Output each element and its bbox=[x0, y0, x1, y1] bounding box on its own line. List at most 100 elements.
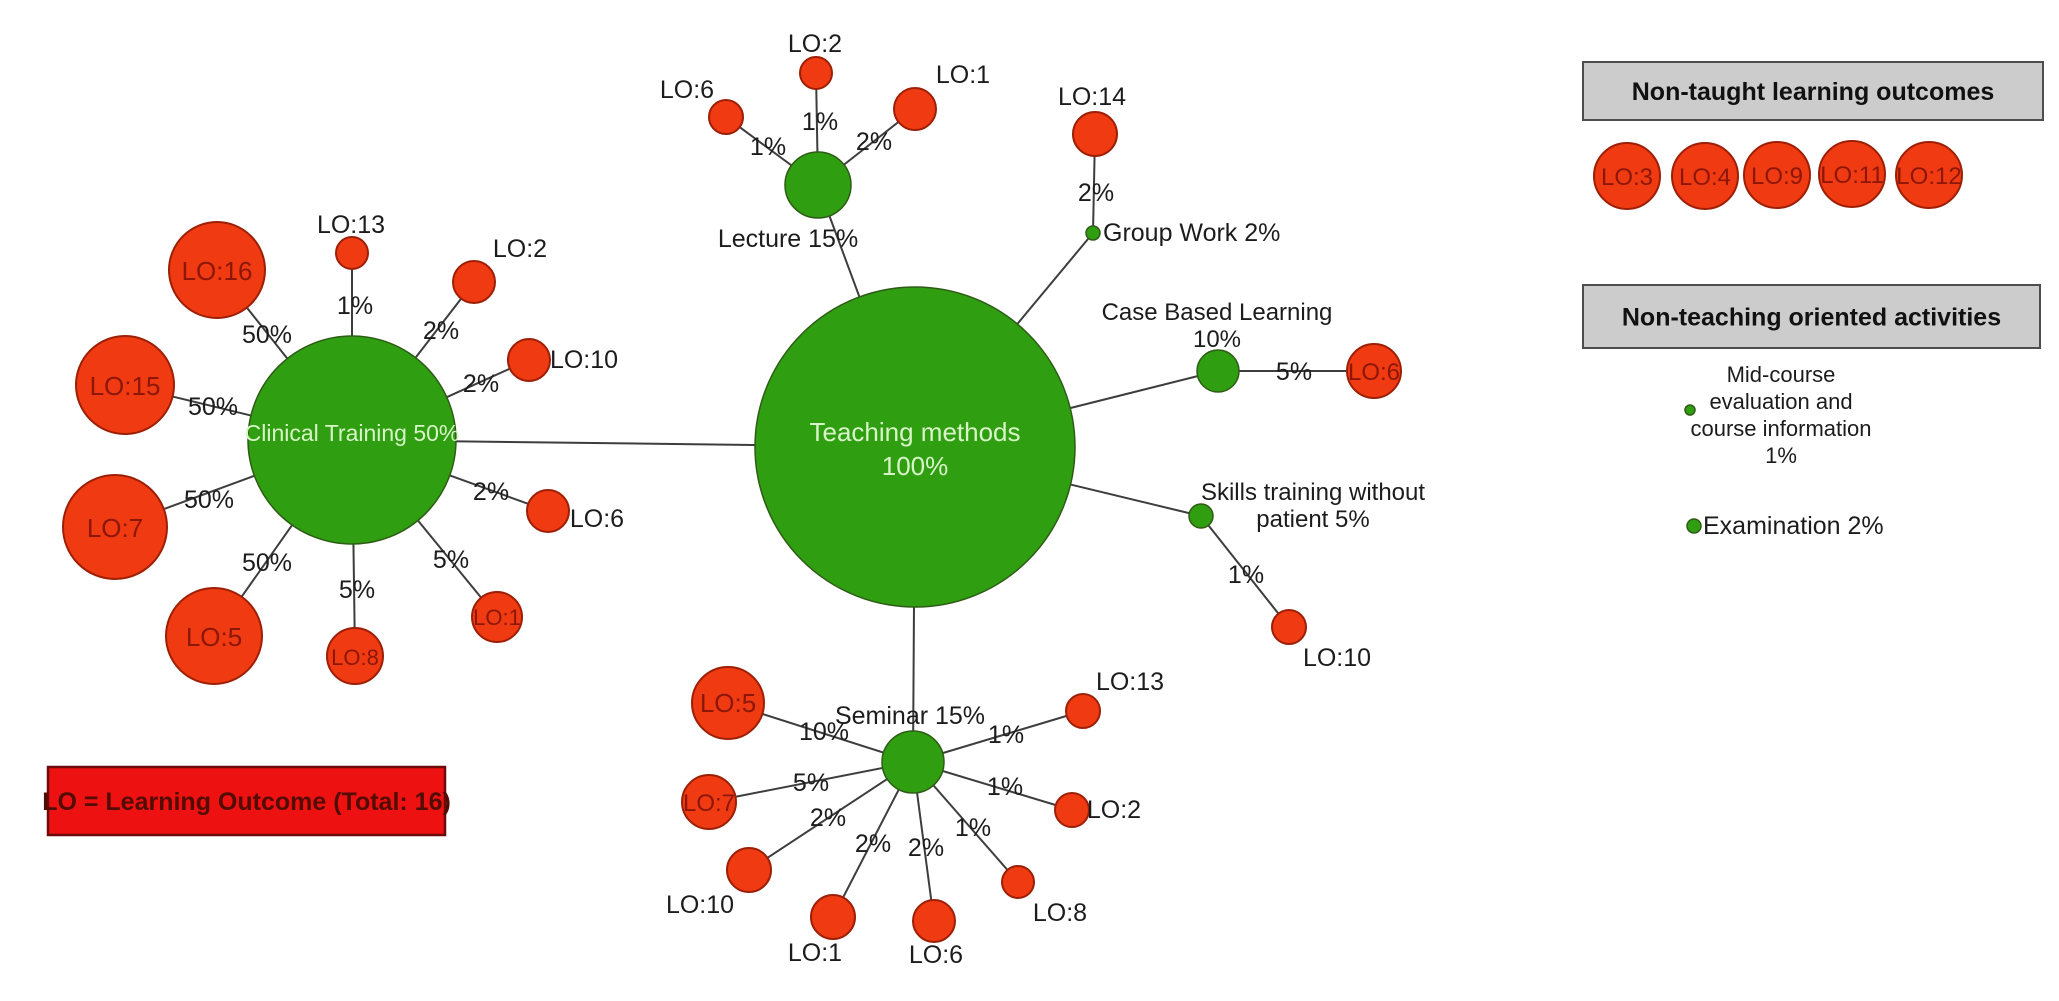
node-clinical-circle bbox=[247, 335, 457, 545]
node-cli_lo2-label: LO:2 bbox=[493, 235, 547, 263]
activity-midcourse-evaluation-label: course information bbox=[1691, 416, 1872, 441]
node-cbl_lo6-circle bbox=[1346, 343, 1402, 399]
node-cli_lo5-circle bbox=[165, 587, 263, 685]
non-taught-outcome-chips: LO:3 LO:4 LO:9 LO:11 LO:12 bbox=[1593, 140, 1963, 210]
chip-lo4-label: LO:4 bbox=[1679, 164, 1731, 191]
node-sem_lo1-circle bbox=[810, 894, 856, 940]
node-cli_lo13-label: LO:13 bbox=[317, 211, 385, 239]
node-teaching-label: Teaching methods bbox=[809, 417, 1020, 447]
chip-lo3-circle bbox=[1593, 142, 1661, 210]
node-sem_lo8-circle bbox=[1001, 865, 1035, 899]
chip-lo3-label: LO:3 bbox=[1601, 164, 1653, 191]
non-teaching-panel-box bbox=[1582, 284, 2041, 349]
node-lec_lo2-circle bbox=[799, 56, 833, 90]
node-sem_lo2-label: LO:2 bbox=[1087, 796, 1141, 824]
node-skills-label: patient 5% bbox=[1256, 506, 1369, 533]
node-cbl_lo6-label: LO:6 bbox=[1348, 359, 1400, 386]
node-skills-circle bbox=[1188, 503, 1214, 529]
node-labels-layer: Teaching methods 100% Clinical Training 50… bbox=[87, 30, 1426, 969]
edge-skills-skills_lo10 bbox=[1200, 515, 1290, 628]
edge-label-seminar-sem_lo6: 2% bbox=[908, 834, 944, 862]
node-cli_lo6-label: LO:6 bbox=[570, 505, 624, 533]
edge-label-cbl-cbl_lo6: 5% bbox=[1276, 358, 1312, 386]
chip-lo12-label: LO:12 bbox=[1896, 163, 1961, 190]
node-sem_lo10-label: LO:10 bbox=[666, 891, 734, 919]
node-skills-label: Skills training without bbox=[1201, 479, 1425, 506]
edge-seminar-sem_lo7 bbox=[708, 761, 914, 803]
edge-label-clinical-cli_lo6: 2% bbox=[473, 478, 509, 506]
node-cli_lo1-label: LO:1 bbox=[473, 605, 521, 630]
node-sem_lo8-label: LO:8 bbox=[1033, 899, 1087, 927]
node-clinical-label: Clinical Training 50% bbox=[245, 420, 460, 446]
node-lecture-label: Lecture 15% bbox=[718, 225, 858, 253]
node-sem_lo13-circle bbox=[1065, 693, 1101, 729]
edge-label-lecture-lec_lo1: 2% bbox=[856, 128, 892, 156]
node-cli_lo8-circle bbox=[326, 627, 384, 685]
node-cli_lo8-label: LO:8 bbox=[331, 645, 379, 670]
chip-lo4-circle bbox=[1671, 142, 1739, 210]
node-cli_lo1-circle bbox=[471, 591, 523, 643]
node-cli_lo15-label: LO:15 bbox=[90, 371, 161, 401]
chip-lo11-circle bbox=[1818, 140, 1886, 208]
node-sem_lo6-circle bbox=[912, 899, 956, 943]
activity-midcourse-evaluation-label: 1% bbox=[1765, 443, 1797, 468]
node-lec_lo1-label: LO:1 bbox=[936, 61, 990, 89]
node-seminar-circle bbox=[881, 730, 945, 794]
edge-labels-layer: 1%1%2%2%5%1%10%5%2%2% 2%1%1%1%50%1%2%2%2%… bbox=[184, 108, 1312, 862]
edge-label-seminar-sem_lo13: 1% bbox=[988, 721, 1024, 749]
activity-midcourse-evaluation-label: Mid-course bbox=[1727, 362, 1836, 387]
node-skills_lo10-label: LO:10 bbox=[1303, 644, 1371, 672]
edge-label-clinical-cli_lo1: 5% bbox=[433, 546, 469, 574]
node-sem_lo13-label: LO:13 bbox=[1096, 668, 1164, 696]
node-lec_lo6-circle bbox=[708, 99, 744, 135]
non-taught-panel-box bbox=[1582, 61, 2044, 121]
edge-label-clinical-cli_lo15: 50% bbox=[188, 393, 238, 421]
edge-label-groupwork-gw_lo14: 2% bbox=[1078, 179, 1114, 207]
edge-label-lecture-lec_lo2: 1% bbox=[802, 108, 838, 136]
edge-label-seminar-sem_lo8: 1% bbox=[955, 814, 991, 842]
node-lecture-circle bbox=[784, 151, 852, 219]
node-sem_lo5-label: LO:5 bbox=[700, 688, 756, 718]
node-cli_lo10-label: LO:10 bbox=[550, 346, 618, 374]
node-cli_lo7-label: LO:7 bbox=[87, 513, 143, 543]
node-cbl-label: 10% bbox=[1193, 326, 1241, 353]
panels-layer: Non-taught learning outcomes LO:3 LO:4 LO:… bbox=[42, 61, 2044, 837]
node-cli_lo16-label: LO:16 bbox=[182, 256, 253, 286]
node-groupwork-circle bbox=[1085, 225, 1101, 241]
node-sem_lo7-label: LO:7 bbox=[683, 790, 735, 817]
edge-label-seminar-sem_lo7: 5% bbox=[793, 769, 829, 797]
node-lec_lo1-circle bbox=[893, 87, 937, 131]
node-gw_lo14-circle bbox=[1072, 111, 1118, 157]
node-sem_lo7-circle bbox=[681, 774, 737, 830]
node-cli_lo13-circle bbox=[335, 236, 369, 270]
node-cli_lo7-circle bbox=[62, 474, 168, 580]
node-cli_lo2-circle bbox=[452, 260, 496, 304]
node-cli_lo5-label: LO:5 bbox=[186, 622, 242, 652]
edge-label-skills-skills_lo10: 1% bbox=[1228, 561, 1264, 589]
edge-label-clinical-cli_lo8: 5% bbox=[339, 576, 375, 604]
activity-examination-label: Examination 2% bbox=[1703, 512, 1884, 540]
edge-label-lecture-lec_lo6: 1% bbox=[750, 133, 786, 161]
node-seminar-label: Seminar 15% bbox=[835, 702, 985, 730]
non-taught-panel-title: Non-taught learning outcomes bbox=[1632, 78, 1995, 106]
node-cbl-label: Case Based Learning bbox=[1102, 299, 1333, 326]
activity-midcourse-evaluation-label: evaluation and bbox=[1709, 389, 1852, 414]
node-cbl-circle bbox=[1196, 349, 1240, 393]
node-skills_lo10-circle bbox=[1271, 609, 1307, 645]
legend-text: LO = Learning Outcome (Total: 16) bbox=[42, 788, 451, 816]
edge-label-seminar-sem_lo5: 10% bbox=[799, 718, 849, 746]
chip-lo9-circle bbox=[1743, 141, 1811, 209]
legend-box bbox=[46, 765, 447, 837]
edge-label-seminar-sem_lo1: 2% bbox=[855, 830, 891, 858]
activity-examination-dot bbox=[1686, 518, 1702, 534]
chip-lo11-label: LO:11 bbox=[1820, 162, 1884, 189]
chip-lo9-label: LO:9 bbox=[1751, 163, 1803, 190]
node-lec_lo2-label: LO:2 bbox=[788, 30, 842, 58]
edge-label-clinical-cli_lo10: 2% bbox=[463, 370, 499, 398]
edge-label-clinical-cli_lo2: 2% bbox=[423, 317, 459, 345]
edge-label-clinical-cli_lo16: 50% bbox=[242, 321, 292, 349]
node-sem_lo10-circle bbox=[726, 847, 772, 893]
chip-lo12-circle bbox=[1895, 141, 1963, 209]
